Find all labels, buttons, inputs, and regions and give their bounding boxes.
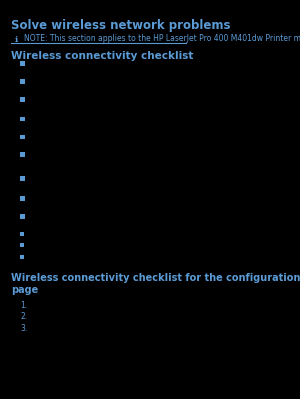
- FancyBboxPatch shape: [20, 196, 25, 201]
- FancyBboxPatch shape: [20, 134, 25, 139]
- Text: Wireless connectivity checklist for the configuration
page: Wireless connectivity checklist for the …: [11, 273, 300, 295]
- FancyBboxPatch shape: [20, 61, 25, 66]
- FancyBboxPatch shape: [20, 231, 24, 235]
- Text: 2.: 2.: [20, 312, 27, 322]
- Text: 3.: 3.: [20, 324, 28, 333]
- Text: 1.: 1.: [20, 300, 27, 310]
- FancyBboxPatch shape: [20, 152, 25, 157]
- Text: NOTE: This section applies to the HP LaserJet Pro 400 M401dw Printer model only.: NOTE: This section applies to the HP Las…: [24, 34, 300, 43]
- FancyBboxPatch shape: [20, 97, 25, 102]
- FancyBboxPatch shape: [20, 255, 24, 259]
- Text: ℹ: ℹ: [15, 35, 18, 44]
- Text: Wireless connectivity checklist: Wireless connectivity checklist: [11, 51, 193, 61]
- FancyBboxPatch shape: [20, 176, 25, 181]
- FancyBboxPatch shape: [20, 117, 25, 121]
- Text: Solve wireless network problems: Solve wireless network problems: [11, 19, 230, 32]
- FancyBboxPatch shape: [20, 214, 25, 219]
- FancyBboxPatch shape: [20, 243, 24, 247]
- FancyBboxPatch shape: [20, 79, 25, 84]
